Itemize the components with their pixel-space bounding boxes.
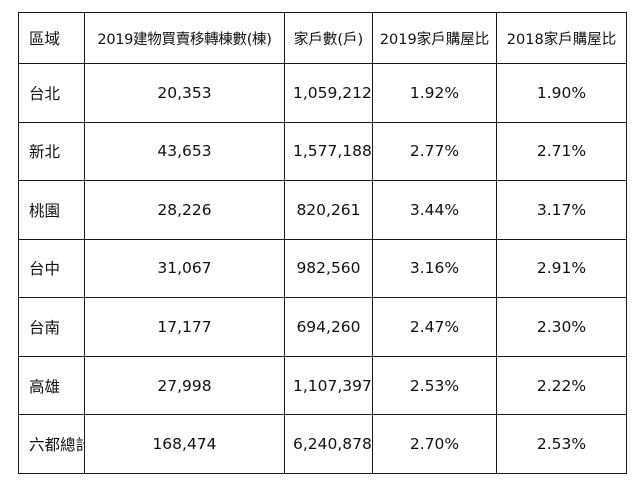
header-households: 家戶數(戶) [284,12,373,64]
table-row: 台南 17,177 694,260 2.47% 2.30% [18,297,627,357]
cell-households: 6,240,878 [284,414,373,474]
cell-region: 新北 [18,121,85,182]
cell-region: 台北 [18,63,85,123]
table-body: 台北 20,353 1,059,212 1.92% 1.90% 新北 43,65… [18,63,627,474]
cell-households: 1,577,188 [284,121,373,182]
cell-ratio-2018: 2.30% [496,297,627,357]
table-row: 台中 31,067 982,560 3.16% 2.91% [18,238,627,299]
cell-region: 台南 [18,297,85,357]
cell-transfer-count: 168,474 [84,414,285,474]
cell-households: 1,059,212 [284,63,373,123]
header-ratio-2018: 2018家戶購屋比 [496,12,627,64]
table-row: 新北 43,653 1,577,188 2.77% 2.71% [18,121,627,182]
cell-ratio-2018: 2.71% [496,121,627,182]
cell-households: 694,260 [284,297,373,357]
cell-ratio-2019: 3.44% [372,180,497,240]
cell-region: 台中 [18,238,85,299]
cell-households: 820,261 [284,180,373,240]
cell-ratio-2018: 2.53% [496,414,627,474]
header-ratio-2019: 2019家戶購屋比 [372,12,497,64]
cell-transfer-count: 20,353 [84,63,285,123]
cell-region: 高雄 [18,355,85,416]
table-row-total: 六都總計 168,474 6,240,878 2.70% 2.53% [18,414,627,474]
cell-ratio-2019: 2.47% [372,297,497,357]
table-row: 台北 20,353 1,059,212 1.92% 1.90% [18,63,627,123]
cell-transfer-count: 31,067 [84,238,285,299]
cell-ratio-2019: 3.16% [372,238,497,299]
cell-transfer-count: 27,998 [84,355,285,416]
header-transfer-count: 2019建物買賣移轉棟數(棟) [84,12,285,64]
cell-region: 桃園 [18,180,85,240]
cell-ratio-2018: 2.22% [496,355,627,416]
cell-region: 六都總計 [18,414,85,474]
housing-purchase-table: 區域 2019建物買賣移轉棟數(棟) 家戶數(戶) 2019家戶購屋比 2018… [18,12,627,474]
cell-ratio-2018: 3.17% [496,180,627,240]
cell-ratio-2019: 2.53% [372,355,497,416]
cell-transfer-count: 43,653 [84,121,285,182]
cell-households: 982,560 [284,238,373,299]
cell-ratio-2018: 1.90% [496,63,627,123]
cell-ratio-2018: 2.91% [496,238,627,299]
cell-ratio-2019: 2.70% [372,414,497,474]
cell-households: 1,107,397 [284,355,373,416]
data-table-container: 區域 2019建物買賣移轉棟數(棟) 家戶數(戶) 2019家戶購屋比 2018… [18,12,627,474]
table-row: 高雄 27,998 1,107,397 2.53% 2.22% [18,355,627,416]
table-header: 區域 2019建物買賣移轉棟數(棟) 家戶數(戶) 2019家戶購屋比 2018… [18,12,627,64]
header-row: 區域 2019建物買賣移轉棟數(棟) 家戶數(戶) 2019家戶購屋比 2018… [18,12,627,64]
table-row: 桃園 28,226 820,261 3.44% 3.17% [18,180,627,240]
header-region: 區域 [18,12,85,64]
cell-transfer-count: 28,226 [84,180,285,240]
cell-transfer-count: 17,177 [84,297,285,357]
cell-ratio-2019: 2.77% [372,121,497,182]
cell-ratio-2019: 1.92% [372,63,497,123]
